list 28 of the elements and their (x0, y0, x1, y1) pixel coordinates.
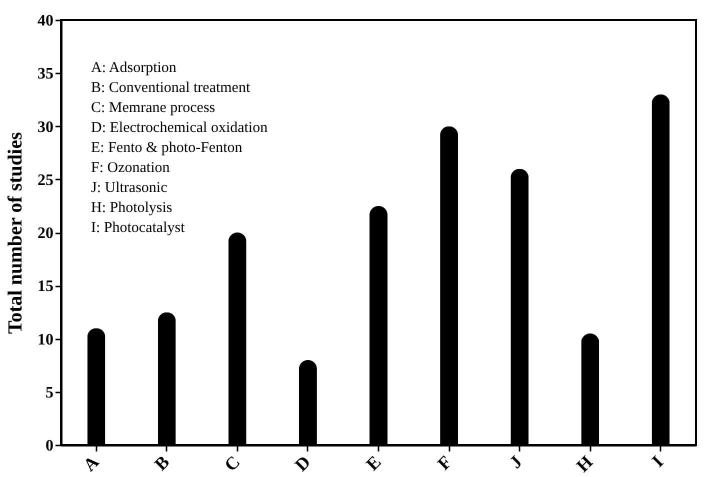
x-tick-label: A (79, 452, 103, 476)
y-tick-label: 35 (38, 66, 54, 83)
x-tick-label: D (290, 452, 314, 476)
annotation: F: Ozonation (91, 160, 170, 176)
annotation: D: Electrochemical oxidation (91, 120, 268, 136)
annotation: H: Photolysis (91, 200, 172, 216)
x-tick-label: H (572, 452, 597, 476)
y-axis-title: Total number of studies (4, 132, 26, 334)
x-tick-label: B (150, 452, 174, 474)
y-tick-label: 40 (38, 12, 54, 30)
y-tick-label: 30 (38, 118, 54, 136)
y-tick-label: 20 (38, 225, 54, 242)
x-tick-label: F (434, 452, 456, 474)
x-tick-label: I (648, 452, 668, 471)
annotation: C: Memrane process (91, 100, 216, 116)
x-tick-label: E (362, 452, 385, 474)
y-tick-label: 5 (46, 384, 54, 402)
y-tick-label: 10 (38, 331, 54, 348)
annotation: I: Photocatalyst (91, 220, 186, 236)
x-tick-label: C (220, 452, 244, 476)
x-tick-label: J (505, 452, 526, 472)
y-tick-label: 0 (46, 438, 54, 454)
annotation: B: Conventional treatment (91, 80, 251, 96)
annotation: E: Fento & photo-Fenton (91, 140, 243, 156)
annotation: A: Adsorption (91, 60, 177, 76)
annotation: J: Ultrasonic (91, 180, 168, 196)
y-tick-label: 15 (38, 278, 54, 296)
y-tick-label: 25 (38, 172, 54, 189)
